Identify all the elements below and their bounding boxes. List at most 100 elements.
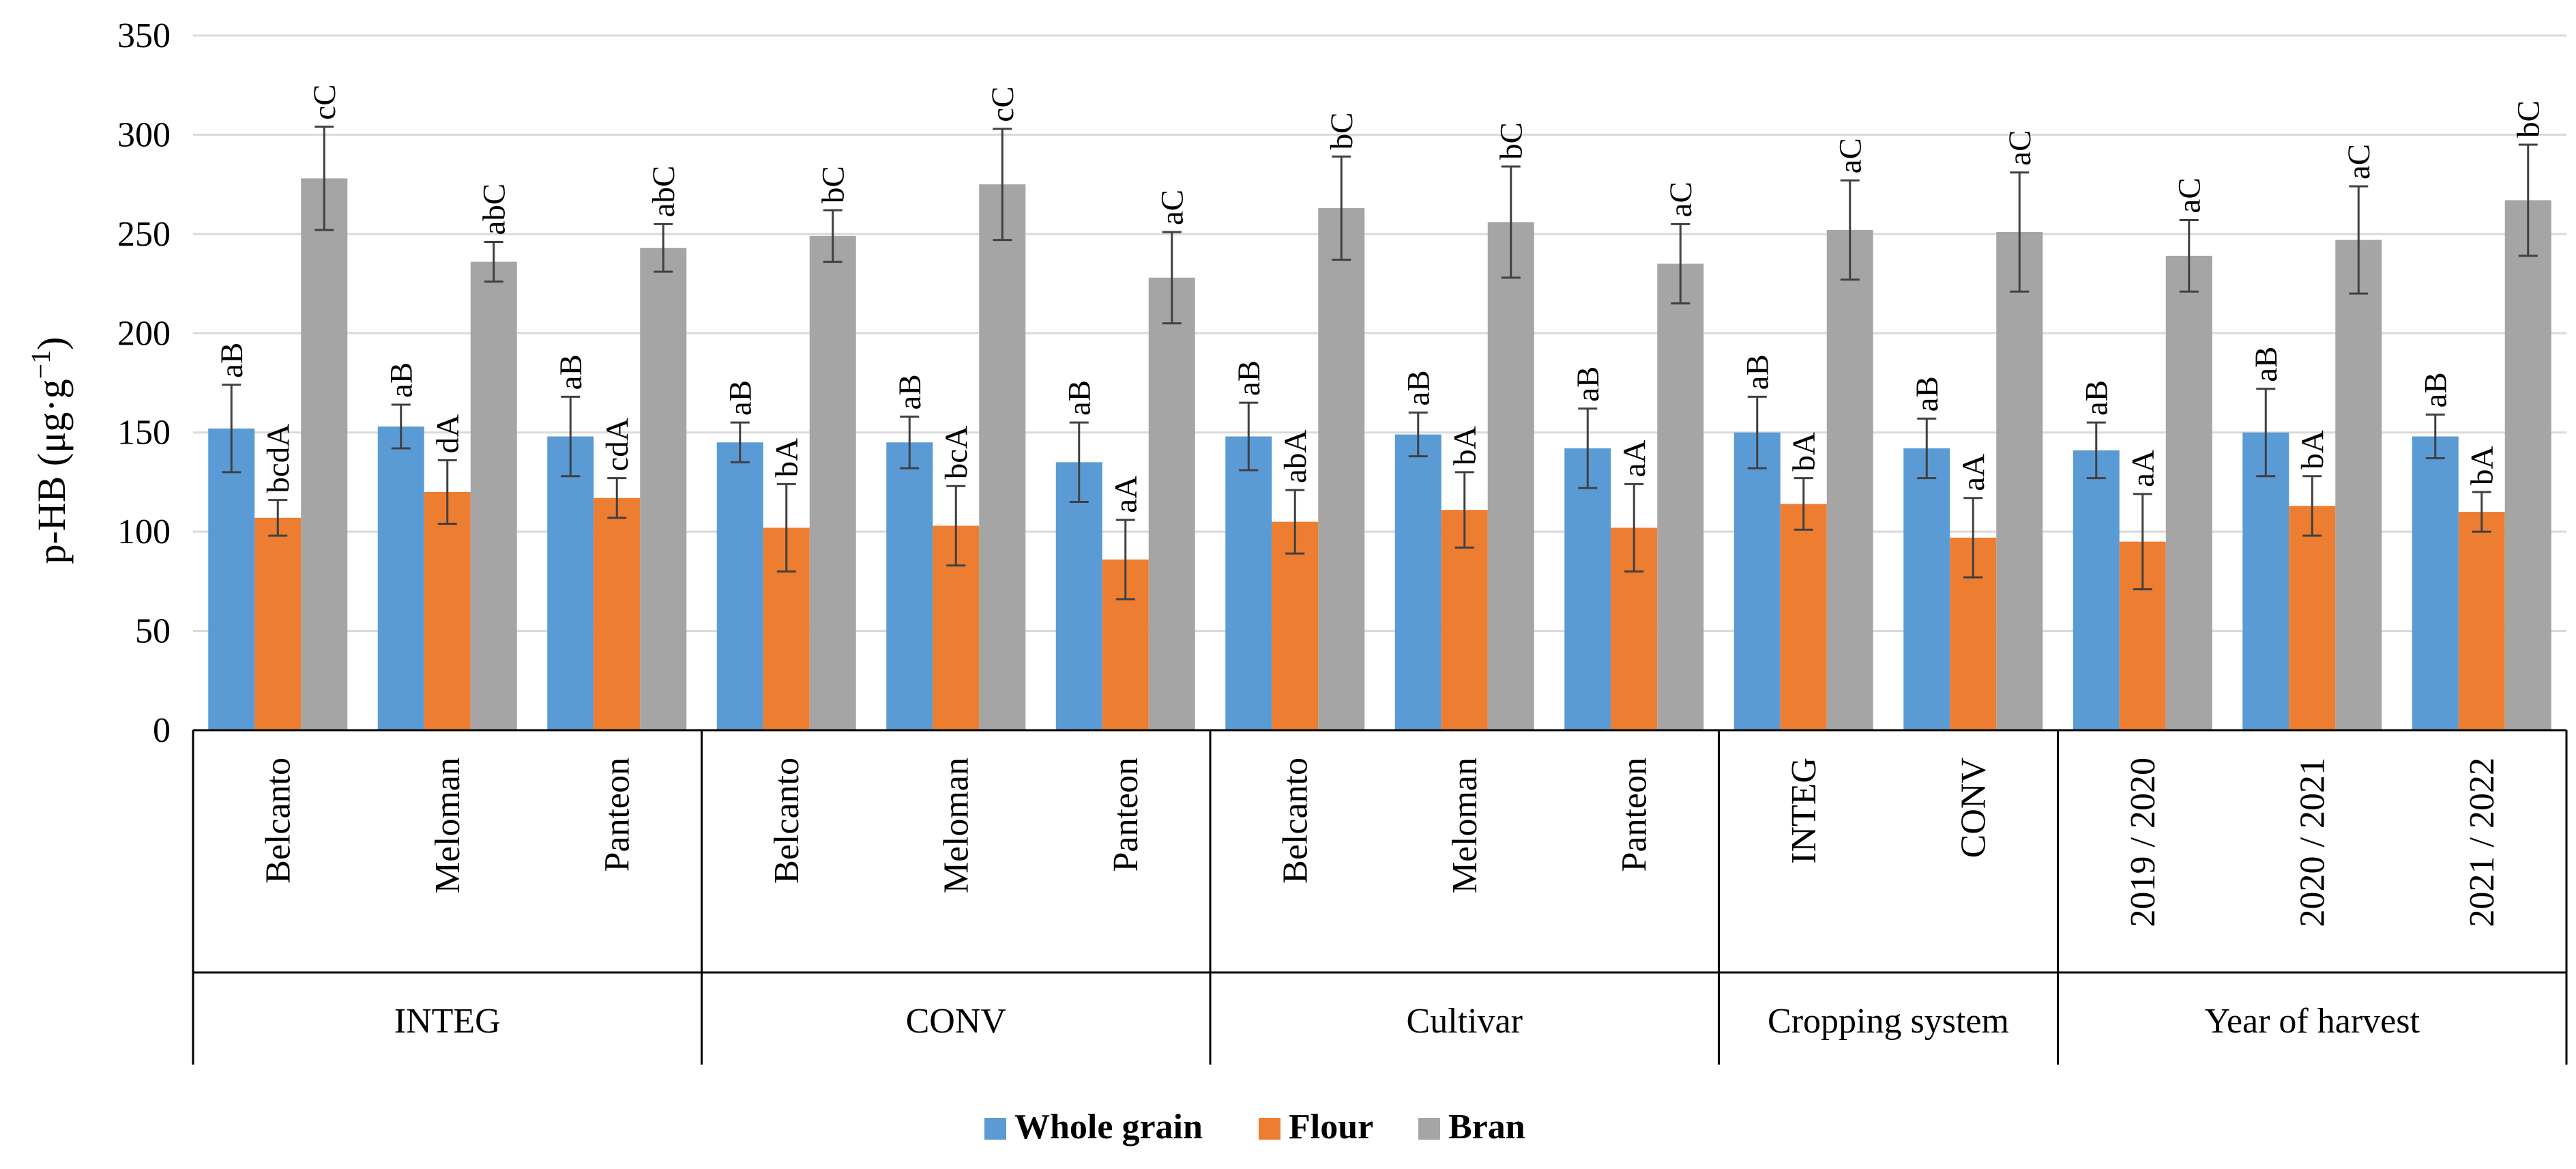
bar-flour bbox=[2458, 512, 2505, 730]
group-label: INTEG bbox=[394, 1002, 501, 1041]
bar-flour bbox=[1780, 504, 1827, 730]
significance-label: aB bbox=[2079, 380, 2115, 416]
significance-label: abA bbox=[1278, 430, 1313, 483]
category-label: Belcanto bbox=[259, 757, 297, 884]
group-label: Cropping system bbox=[1768, 1002, 2009, 1041]
significance-label: aA bbox=[1956, 454, 1991, 491]
category-label: Panteon bbox=[1615, 757, 1654, 872]
significance-label: aB bbox=[2249, 347, 2284, 382]
bar-whole-grain bbox=[2412, 436, 2459, 730]
significance-label: aB bbox=[214, 343, 250, 378]
significance-label: aB bbox=[1401, 370, 1437, 405]
significance-label: aB bbox=[2418, 372, 2454, 407]
significance-label: dA bbox=[430, 414, 466, 454]
category-labels: Belcanto Meloman Panteon Belcanto Meloman Pan… bbox=[259, 757, 2502, 927]
bar-whole-grain bbox=[1394, 434, 1441, 730]
bar-flour bbox=[424, 491, 471, 730]
legend-label: Flour bbox=[1289, 1108, 1373, 1146]
bar-whole-grain bbox=[1225, 436, 1272, 730]
bar-bran bbox=[2335, 240, 2382, 730]
y-tick-label: 350 bbox=[117, 16, 171, 55]
bar-whole-grain bbox=[377, 426, 424, 730]
significance-label: aC bbox=[2002, 130, 2038, 165]
y-tick-label: 0 bbox=[153, 711, 171, 750]
bar-bran bbox=[1148, 277, 1195, 730]
y-tick-label: 250 bbox=[117, 215, 171, 254]
group-label: Cultivar bbox=[1407, 1002, 1523, 1041]
significance-label: bC bbox=[2511, 100, 2547, 138]
category-label: 2020 / 2021 bbox=[2293, 757, 2332, 927]
bar-bran bbox=[1996, 231, 2043, 730]
significance-label: cC bbox=[985, 86, 1021, 121]
significance-label: aB bbox=[1570, 366, 1606, 402]
legend-label: Bran bbox=[1448, 1108, 1525, 1146]
category-label: Meloman bbox=[937, 757, 976, 893]
bar-whole-grain bbox=[716, 442, 763, 730]
bar-whole-grain bbox=[886, 442, 933, 730]
category-label: Panteon bbox=[598, 757, 636, 872]
significance-label: abC bbox=[477, 184, 512, 235]
significance-label: aB bbox=[723, 380, 759, 416]
category-label: 2021 / 2022 bbox=[2463, 757, 2502, 927]
bar-bran bbox=[1826, 230, 1873, 730]
bars bbox=[208, 178, 2551, 731]
group-label: Year of harvest bbox=[2205, 1002, 2420, 1041]
legend-swatch bbox=[1259, 1118, 1280, 1140]
bar-whole-grain bbox=[2073, 450, 2120, 730]
category-label: Meloman bbox=[1446, 757, 1484, 893]
significance-label: bA bbox=[1787, 432, 1822, 472]
bar-flour bbox=[594, 497, 641, 730]
significance-label: bA bbox=[1448, 426, 1483, 465]
legend: Whole grain Flour Bran bbox=[984, 1108, 1525, 1146]
significance-label: aC bbox=[1833, 138, 1869, 173]
group-label: CONV bbox=[906, 1002, 1006, 1041]
significance-label: aA bbox=[1617, 439, 1652, 477]
x-axis bbox=[192, 729, 2568, 1065]
bar-whole-grain bbox=[1055, 462, 1102, 730]
significance-label: bC bbox=[1494, 122, 1530, 160]
bar-bran bbox=[470, 261, 517, 730]
y-tick-label: 300 bbox=[117, 115, 171, 154]
significance-label: aB bbox=[1062, 380, 1098, 416]
y-tick-label: 50 bbox=[135, 612, 171, 651]
bar-whole-grain bbox=[2242, 432, 2289, 730]
significance-label: aA bbox=[1109, 476, 1144, 513]
y-axis-ticks: 0 50 100 150 200 250 300 350 bbox=[117, 16, 171, 750]
bar-whole-grain bbox=[208, 428, 255, 730]
bar-bran bbox=[640, 248, 687, 730]
significance-label: bA bbox=[770, 438, 805, 478]
category-label: CONV bbox=[1954, 757, 1993, 858]
legend-swatch bbox=[1418, 1118, 1440, 1140]
error-bars bbox=[222, 126, 2538, 601]
significance-label: bA bbox=[2295, 430, 2330, 470]
significance-label: aB bbox=[1231, 360, 1267, 396]
category-label: Meloman bbox=[428, 757, 467, 893]
significance-label: bC bbox=[1324, 113, 1360, 150]
legend-label: Whole grain bbox=[1014, 1108, 1203, 1146]
bar-bran bbox=[979, 184, 1026, 731]
bar-bran bbox=[2165, 255, 2212, 730]
significance-label: aB bbox=[892, 374, 928, 409]
significance-label: aC bbox=[1155, 190, 1190, 225]
significance-label: aB bbox=[384, 362, 420, 398]
bar-bran bbox=[2504, 200, 2551, 730]
significance-label: bC bbox=[816, 166, 851, 203]
category-label: Belcanto bbox=[1276, 757, 1315, 884]
significance-label: aC bbox=[1663, 182, 1699, 217]
category-label: INTEG bbox=[1785, 757, 1824, 864]
significance-label: aB bbox=[1909, 376, 1945, 412]
bar-bran bbox=[809, 235, 856, 730]
bar-whole-grain bbox=[547, 436, 594, 730]
significance-label: bA bbox=[2465, 446, 2500, 485]
y-tick-label: 150 bbox=[117, 414, 171, 452]
significance-label: cC bbox=[307, 85, 342, 120]
significance-labels: aB bcdA cC aB dA abC aB cdA abC aB bA bC aB bcA cC aB aA… bbox=[214, 85, 2547, 513]
bar-flour bbox=[1272, 521, 1319, 730]
bar-bran bbox=[1318, 208, 1365, 730]
category-label: Belcanto bbox=[767, 757, 806, 884]
significance-label: aB bbox=[1740, 354, 1776, 390]
significance-label: aB bbox=[553, 354, 589, 390]
significance-label: bcA bbox=[939, 426, 974, 479]
bar-whole-grain bbox=[1564, 448, 1611, 730]
